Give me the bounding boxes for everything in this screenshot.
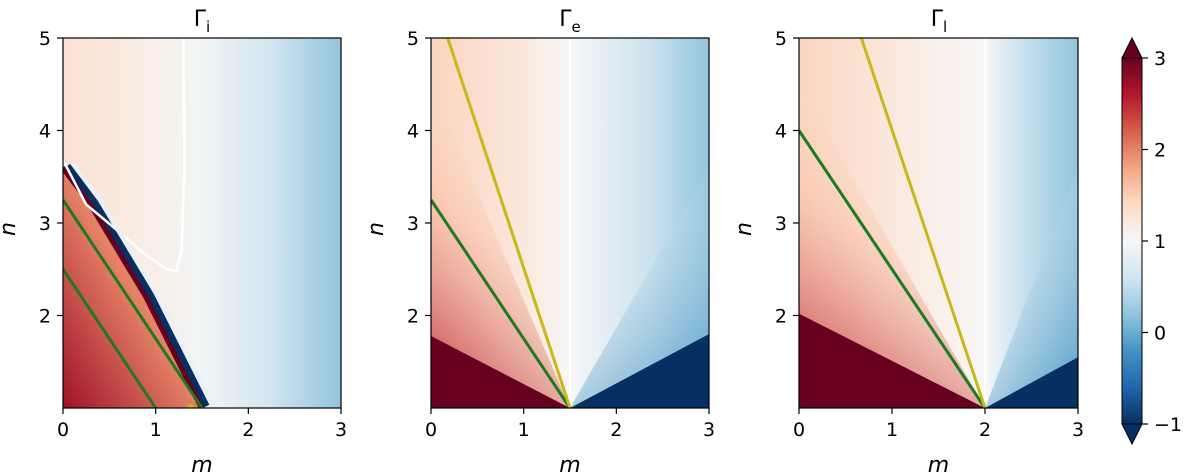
panel-title-gamma-i: Γi	[194, 7, 210, 36]
panel-title-gamma-l: Γl	[931, 7, 947, 36]
colorbar: −1 0 1 2 3	[1121, 36, 1182, 446]
green-line-0	[63, 199, 204, 408]
colorbar-tick-label: 3	[1154, 48, 1166, 70]
x-tick-label: 2	[242, 419, 254, 441]
y-tick-label: 2	[775, 306, 787, 328]
x-tick-label: 0	[57, 419, 69, 441]
warm-fan	[799, 84, 985, 408]
x-tick-label: 1	[518, 419, 530, 441]
singular-band-low	[65, 163, 210, 408]
contour-edge	[70, 161, 214, 405]
x-tick-label: 0	[425, 419, 437, 441]
green-line-1	[63, 268, 157, 408]
colorbar-tick-label: 2	[1154, 140, 1166, 162]
panel-gamma-l: Γl 0 1 2 3 2 3 4 5 m n	[732, 7, 1084, 476]
colorbar-tick-label: −1	[1154, 414, 1182, 436]
x-axis-label: m	[559, 453, 580, 476]
x-tick-label: 0	[793, 419, 805, 441]
x-tick-label: 2	[979, 419, 991, 441]
colorbar-extend-low	[1121, 423, 1143, 446]
y-tick-label: 5	[39, 28, 51, 50]
colorbar-tick-label: 1	[1154, 231, 1166, 253]
heatmap-high-region	[63, 167, 202, 408]
cool-fan	[570, 167, 709, 408]
colorbar-extend-high	[1121, 36, 1143, 59]
y-tick-label: 2	[39, 306, 51, 328]
saturated-high-region	[799, 313, 985, 408]
y-tick-label: 5	[407, 28, 419, 50]
x-tick-label: 3	[335, 419, 347, 441]
heatmap-field	[799, 38, 1078, 408]
x-tick-label: 3	[703, 419, 715, 441]
y-tick-label: 2	[407, 306, 419, 328]
y-tick-label: 3	[407, 213, 419, 235]
yellow-line-1	[859, 38, 987, 408]
warm-fan	[431, 84, 570, 408]
panel-title-gamma-e: Γe	[559, 7, 581, 36]
y-tick-label: 4	[407, 121, 419, 143]
x-tick-label: 1	[886, 419, 898, 441]
heatmap-field	[63, 38, 341, 408]
contour-line	[63, 38, 186, 273]
x-tick-label: 2	[610, 419, 622, 441]
x-tick-label: 1	[150, 419, 162, 441]
colorbar-tick-label: 0	[1154, 323, 1166, 345]
y-tick-label: 5	[775, 28, 787, 50]
y-axis-label: n	[364, 222, 389, 236]
panel-gamma-e: Γe 0 1 2 3 2 3 4 5 m n	[364, 7, 715, 476]
y-axis-label: n	[732, 222, 757, 236]
yellow-marker	[186, 404, 195, 408]
yellow-line-1	[446, 38, 572, 408]
colorbar-gradient	[1122, 58, 1142, 424]
y-tick-label: 4	[39, 121, 51, 143]
cool-fan	[985, 167, 1078, 408]
green-line-0	[799, 129, 987, 408]
y-axis-label: n	[0, 222, 21, 236]
panel-gamma-i: Γi 0 1 2 3 2 3 4 5 m n	[0, 7, 347, 476]
y-tick-label: 3	[775, 213, 787, 235]
singular-band-high	[63, 165, 205, 408]
x-axis-label: m	[191, 453, 212, 476]
y-tick-label: 3	[39, 213, 51, 235]
saturated-high-region	[431, 335, 570, 408]
green-line-0	[431, 199, 572, 408]
y-tick-label: 4	[775, 121, 787, 143]
x-tick-label: 3	[1072, 419, 1084, 441]
x-axis-label: m	[928, 453, 949, 476]
heatmap-field	[431, 38, 709, 408]
